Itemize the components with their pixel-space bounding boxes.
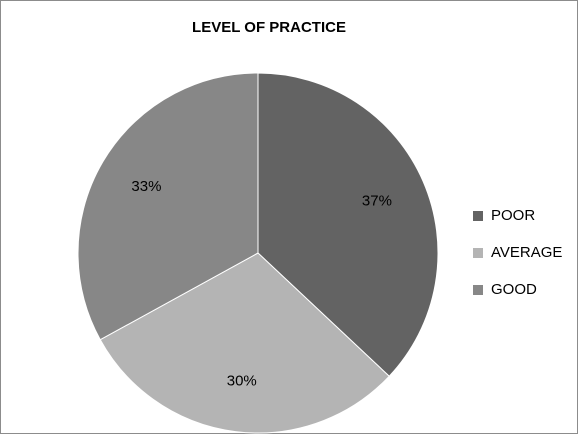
legend-item-average: AVERAGE bbox=[473, 234, 562, 271]
data-label-good: 33% bbox=[131, 178, 161, 195]
legend-swatch-good bbox=[473, 284, 483, 295]
pie-slice-poor bbox=[257, 72, 439, 377]
legend-item-good: GOOD bbox=[473, 271, 562, 308]
legend-label-good: GOOD bbox=[491, 281, 537, 298]
legend-label-poor: POOR bbox=[491, 207, 536, 224]
pie-slice-average bbox=[99, 252, 390, 434]
data-label-poor: 37% bbox=[362, 192, 392, 209]
legend-label-average: AVERAGE bbox=[491, 244, 563, 261]
legend-swatch-poor bbox=[473, 210, 483, 221]
data-label-average: 30% bbox=[227, 373, 257, 390]
legend-swatch-average bbox=[473, 247, 483, 258]
pie-slice-good bbox=[77, 72, 259, 341]
chart-title: LEVEL OF PRACTICE bbox=[192, 19, 346, 36]
legend-item-poor: POOR bbox=[473, 197, 562, 234]
legend: POOR AVERAGE GOOD bbox=[473, 197, 562, 308]
